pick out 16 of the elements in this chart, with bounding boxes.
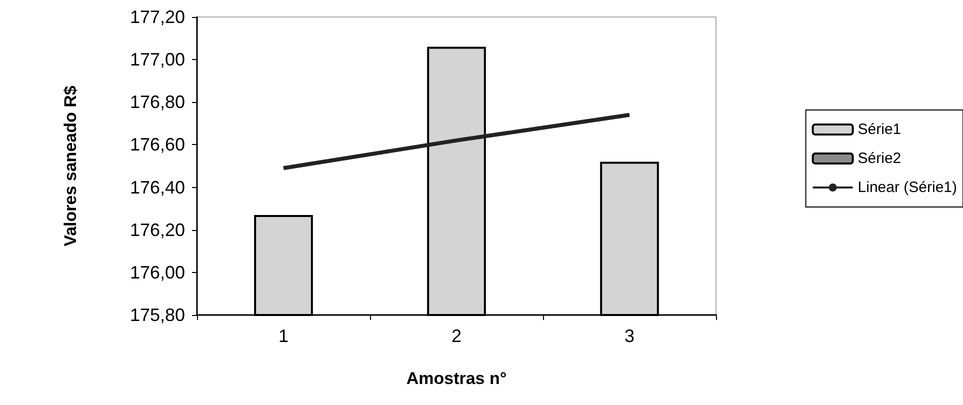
x-tick-label: 3	[624, 326, 635, 346]
y-tick-label: 177,00	[130, 50, 185, 70]
y-tick-label: 175,80	[130, 305, 185, 325]
x-tick-label: 1	[278, 326, 289, 346]
y-tick-label: 176,40	[130, 177, 185, 198]
legend-label: Série1	[858, 121, 902, 138]
y-axis-title: Valores saneado R$	[61, 85, 80, 246]
legend-label: Série2	[858, 150, 902, 167]
y-tick-label: 176,00	[130, 262, 185, 282]
x-tick-label: 2	[451, 326, 462, 346]
y-tick-label: 176,20	[130, 220, 185, 240]
legend-label: Linear (Série1)	[858, 179, 958, 196]
y-tick-label: 176,80	[130, 92, 185, 112]
y-tick-label: 177,20	[130, 7, 185, 27]
x-axis-title: Amostras n°	[406, 369, 507, 388]
y-tick-label: 176,60	[130, 134, 185, 155]
